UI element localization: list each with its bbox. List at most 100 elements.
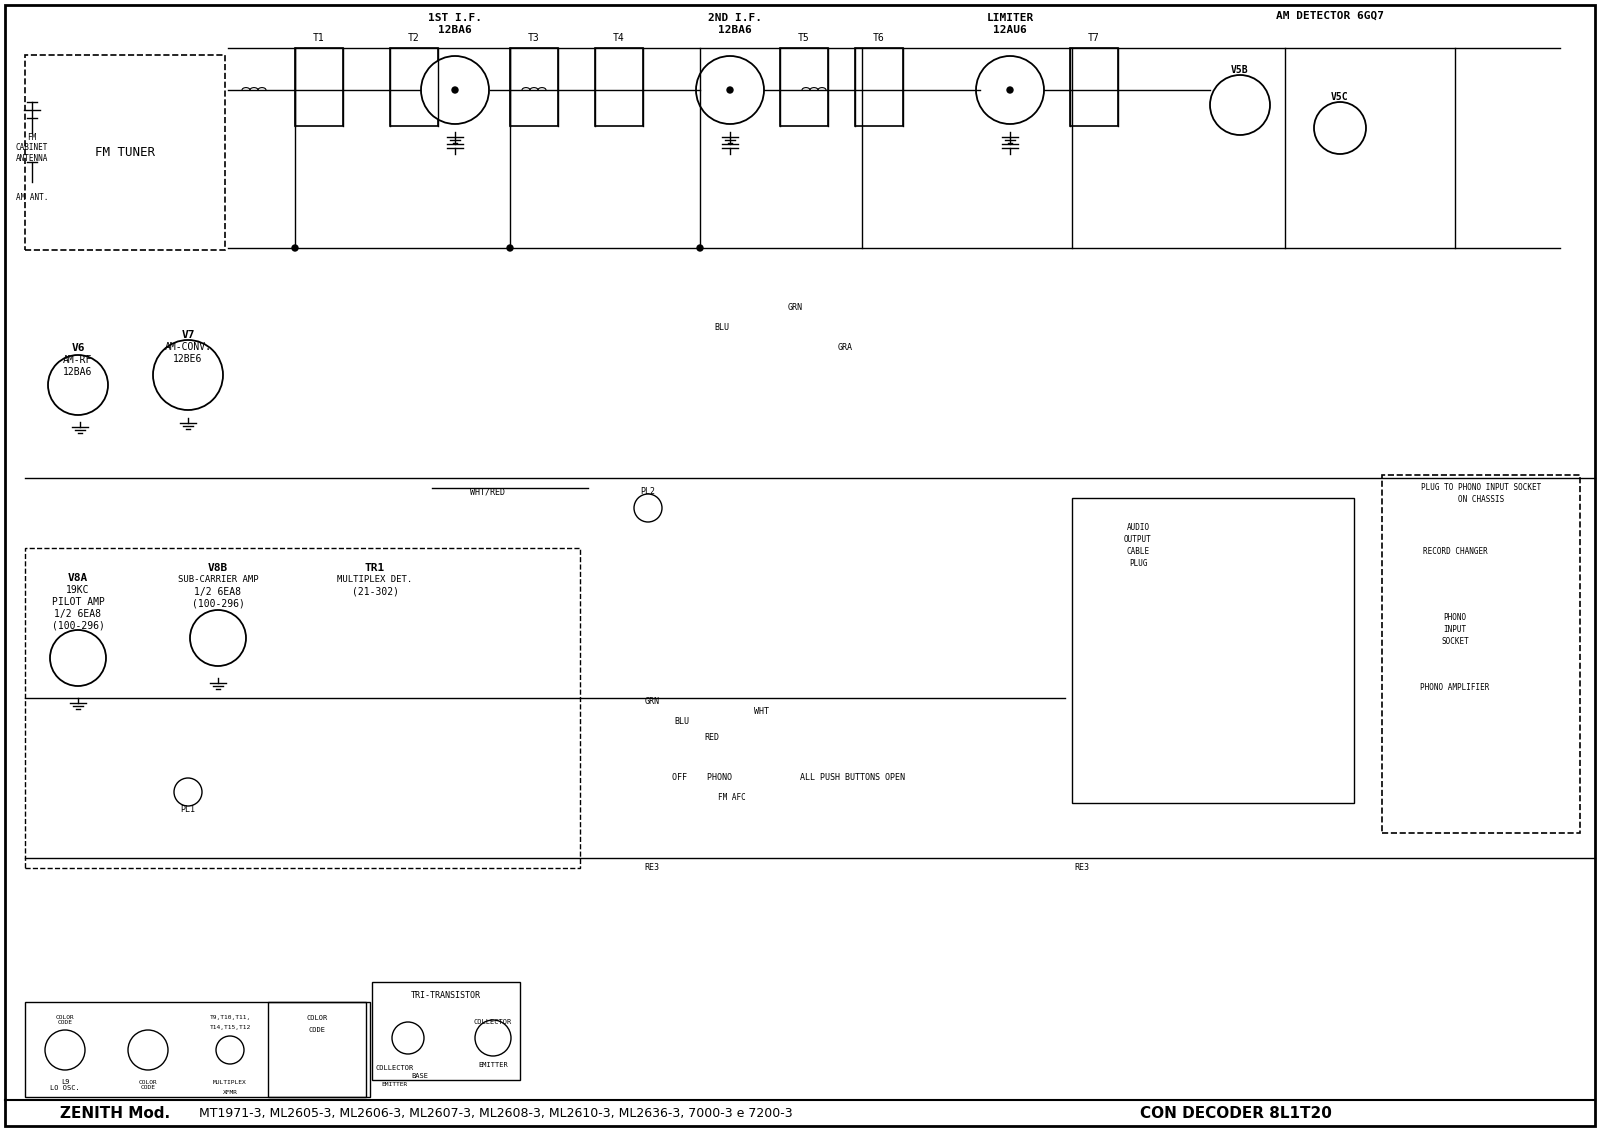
Circle shape <box>154 340 222 411</box>
Text: PLUG: PLUG <box>1128 560 1147 569</box>
Text: AM-RF: AM-RF <box>64 355 93 365</box>
Circle shape <box>507 245 514 251</box>
Text: 12BA6: 12BA6 <box>438 25 472 35</box>
Text: PILOT AMP: PILOT AMP <box>51 597 104 607</box>
Text: EMITTER: EMITTER <box>478 1062 507 1068</box>
Text: OUTPUT: OUTPUT <box>1125 535 1152 544</box>
Text: RECORD CHANGER: RECORD CHANGER <box>1422 547 1488 556</box>
Bar <box>371 982 520 1080</box>
Text: LIMITER: LIMITER <box>986 12 1034 23</box>
Text: MT1971-3, ML2605-3, ML2606-3, ML2607-3, ML2608-3, ML2610-3, ML2636-3, 7000-3 e 7: MT1971-3, ML2605-3, ML2606-3, ML2607-3, … <box>195 1106 797 1120</box>
Text: V5C: V5C <box>1331 92 1349 102</box>
Bar <box>390 48 438 126</box>
Text: ALL PUSH BUTTONS OPEN: ALL PUSH BUTTONS OPEN <box>800 774 904 783</box>
Text: COLOR: COLOR <box>306 1015 328 1021</box>
Text: AM DETECTOR 6GQ7: AM DETECTOR 6GQ7 <box>1277 11 1384 21</box>
Text: SOCKET: SOCKET <box>1442 638 1469 647</box>
Text: 12BA6: 12BA6 <box>64 366 93 377</box>
Text: 1/2 6EA8: 1/2 6EA8 <box>195 587 242 597</box>
Text: V8A: V8A <box>67 573 88 582</box>
Text: MULTIPLEX DET.: MULTIPLEX DET. <box>338 576 413 585</box>
Bar <box>1070 48 1118 126</box>
Circle shape <box>726 87 733 93</box>
Bar <box>26 55 226 250</box>
Text: T3: T3 <box>528 33 539 43</box>
Circle shape <box>216 1036 243 1064</box>
Text: V8B: V8B <box>208 563 229 573</box>
Bar <box>26 549 579 867</box>
Text: COLOR
CODE: COLOR CODE <box>139 1080 157 1090</box>
Text: SUB-CARRIER AMP: SUB-CARRIER AMP <box>178 576 258 585</box>
Text: V7: V7 <box>181 330 195 340</box>
Circle shape <box>1006 87 1013 93</box>
Text: AUDIO: AUDIO <box>1126 524 1149 533</box>
Text: CODE: CODE <box>309 1027 325 1033</box>
Text: T2: T2 <box>408 33 419 43</box>
Text: L9
LO OSC.: L9 LO OSC. <box>50 1079 80 1091</box>
Text: PHONO: PHONO <box>1443 613 1467 622</box>
Circle shape <box>1314 102 1366 154</box>
Text: COLLECTOR: COLLECTOR <box>376 1065 414 1071</box>
Circle shape <box>475 1020 510 1056</box>
Text: 1/2 6EA8: 1/2 6EA8 <box>54 608 101 619</box>
Text: FM TUNER: FM TUNER <box>94 146 155 158</box>
Text: CABLE: CABLE <box>1126 547 1149 556</box>
Circle shape <box>634 494 662 523</box>
Text: FM AFC: FM AFC <box>718 794 746 803</box>
Text: GRN: GRN <box>645 698 659 707</box>
Text: XFMR: XFMR <box>222 1089 237 1095</box>
Text: COLLECTOR: COLLECTOR <box>474 1019 512 1025</box>
Text: T4: T4 <box>613 33 626 43</box>
Text: WHT: WHT <box>755 708 770 717</box>
Text: 2ND I.F.: 2ND I.F. <box>707 12 762 23</box>
Bar <box>1382 475 1581 834</box>
Circle shape <box>421 57 490 124</box>
Circle shape <box>174 778 202 806</box>
Text: EMITTER: EMITTER <box>382 1081 408 1087</box>
Bar <box>781 48 829 126</box>
Circle shape <box>696 57 765 124</box>
Circle shape <box>1210 75 1270 135</box>
Bar <box>595 48 643 126</box>
Text: BASE: BASE <box>411 1073 429 1079</box>
Text: FM
CABINET
ANTENNA: FM CABINET ANTENNA <box>16 133 48 163</box>
Circle shape <box>45 1030 85 1070</box>
Circle shape <box>392 1022 424 1054</box>
Text: T7: T7 <box>1088 33 1099 43</box>
Circle shape <box>50 630 106 687</box>
Circle shape <box>128 1030 168 1070</box>
Text: TRI-TRANSISTOR: TRI-TRANSISTOR <box>411 991 482 1000</box>
Circle shape <box>190 610 246 666</box>
Text: AM ANT.: AM ANT. <box>16 193 48 202</box>
Circle shape <box>291 245 298 251</box>
Text: GRN: GRN <box>787 303 803 312</box>
Text: TR1: TR1 <box>365 563 386 573</box>
Text: (100-296): (100-296) <box>192 599 245 608</box>
Text: 12BE6: 12BE6 <box>173 354 203 364</box>
Text: CON DECODER 8L1T20: CON DECODER 8L1T20 <box>1139 1105 1331 1121</box>
Text: (21-302): (21-302) <box>352 587 398 597</box>
Text: PLUG TO PHONO INPUT SOCKET: PLUG TO PHONO INPUT SOCKET <box>1421 483 1541 492</box>
Text: T6: T6 <box>874 33 885 43</box>
Text: GRA: GRA <box>837 344 853 353</box>
Text: V6: V6 <box>72 343 85 353</box>
Text: WHT/RED: WHT/RED <box>470 487 506 497</box>
Circle shape <box>453 87 458 93</box>
Text: RE3: RE3 <box>645 863 659 872</box>
Text: MULTIPLEX: MULTIPLEX <box>213 1079 246 1085</box>
Text: PL1: PL1 <box>181 805 195 814</box>
Bar <box>1072 498 1354 803</box>
Text: 12AU6: 12AU6 <box>994 25 1027 35</box>
Text: T1: T1 <box>314 33 325 43</box>
Text: COLOR
CODE: COLOR CODE <box>56 1015 74 1026</box>
Text: T14,T15,T12: T14,T15,T12 <box>210 1026 251 1030</box>
Text: BLU: BLU <box>675 717 690 726</box>
Text: 1ST I.F.: 1ST I.F. <box>429 12 482 23</box>
Text: T9,T10,T11,: T9,T10,T11, <box>210 1016 251 1020</box>
Bar <box>269 1002 366 1097</box>
Text: PHONO AMPLIFIER: PHONO AMPLIFIER <box>1421 683 1490 692</box>
Bar <box>854 48 902 126</box>
Text: OFF    PHONO: OFF PHONO <box>672 774 733 783</box>
Text: V5B: V5B <box>1230 64 1250 75</box>
Text: AM-CONV.: AM-CONV. <box>165 342 211 352</box>
